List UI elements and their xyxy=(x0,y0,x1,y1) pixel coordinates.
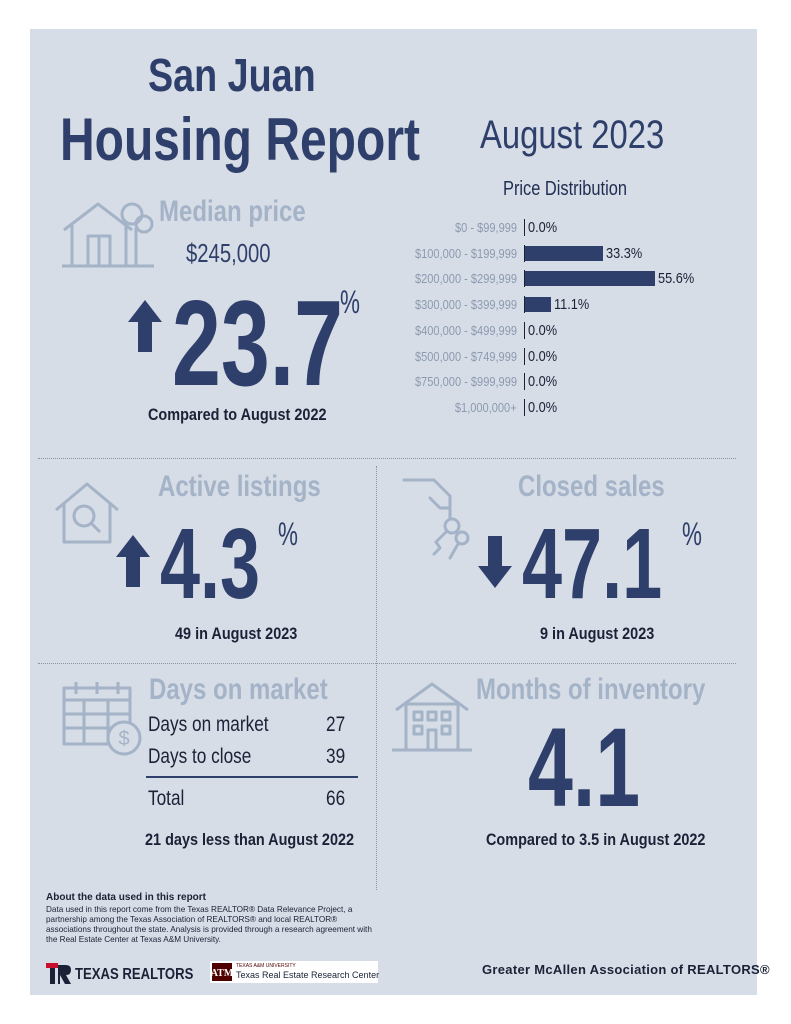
distribution-category-label: $750,000 - $999,999 xyxy=(415,374,517,390)
arrow-up-icon xyxy=(116,535,150,587)
dom-total-label: Total xyxy=(148,787,185,810)
inventory-title: Months of inventory xyxy=(476,673,706,706)
dom-row-label: Days to close xyxy=(148,745,252,768)
distribution-title: Price Distribution xyxy=(503,178,627,200)
distribution-category-label: $500,000 - $749,999 xyxy=(415,348,517,364)
svg-text:$: $ xyxy=(118,728,129,750)
tamu-name-text: Texas Real Estate Research Center xyxy=(236,970,380,980)
distribution-category-label: $200,000 - $299,999 xyxy=(415,271,517,287)
distribution-axis-tick xyxy=(524,219,525,236)
divider-top xyxy=(38,458,736,459)
closed-title: Closed sales xyxy=(518,470,665,503)
arrow-up-icon xyxy=(128,300,162,352)
distribution-category-label: $300,000 - $399,999 xyxy=(415,297,517,313)
distribution-axis-tick xyxy=(524,373,525,391)
distribution-value-label: 55.6% xyxy=(658,270,695,288)
house-search-icon xyxy=(55,482,119,544)
calendar-dollar-icon: $ xyxy=(62,682,142,756)
active-change: 4.3 xyxy=(160,508,261,620)
distribution-value-label: 0.0% xyxy=(528,321,558,339)
median-title: Median price xyxy=(159,195,306,228)
inventory-value: 4.1 xyxy=(528,705,641,830)
report-month: August 2023 xyxy=(480,113,665,157)
dom-total-value: 66 xyxy=(326,787,346,810)
apartment-building-icon xyxy=(392,682,472,752)
svg-text:ATM: ATM xyxy=(212,968,232,979)
distribution-value-label: 33.3% xyxy=(606,244,643,262)
distribution-value-label: 0.0% xyxy=(528,347,558,365)
dom-row-label: Days on market xyxy=(148,713,269,736)
distribution-bar xyxy=(525,297,551,313)
median-change: 23.7 xyxy=(172,275,343,411)
closed-pct-sign: % xyxy=(682,516,702,552)
report-title: Housing Report xyxy=(60,106,420,173)
active-pct-sign: % xyxy=(278,516,298,552)
arrow-down-icon xyxy=(478,536,512,588)
about-text: Data used in this report come from the T… xyxy=(46,905,372,944)
dom-title: Days on market xyxy=(149,673,328,706)
distribution-category-label: $0 - $99,999 xyxy=(454,220,517,235)
city-title: San Juan xyxy=(148,49,316,101)
distribution-axis-tick xyxy=(524,270,525,288)
distribution-axis-tick xyxy=(524,347,525,365)
median-pct-sign: % xyxy=(340,284,360,320)
divider-middle xyxy=(38,663,736,664)
distribution-bar xyxy=(525,245,603,261)
association-name: Greater McAllen Association of REALTORS® xyxy=(482,962,770,977)
median-price: $245,000 xyxy=(186,238,271,268)
closed-change: 47.1 xyxy=(522,508,663,620)
median-caption: Compared to August 2022 xyxy=(148,405,327,424)
total-rule xyxy=(146,776,358,778)
active-title: Active listings xyxy=(158,470,321,503)
distribution-value-label: 0.0% xyxy=(528,373,558,391)
house-icon xyxy=(62,202,154,268)
distribution-category-label: $400,000 - $499,999 xyxy=(415,322,517,338)
distribution-bar xyxy=(525,271,655,287)
closed-caption: 9 in August 2023 xyxy=(540,624,655,643)
distribution-value-label: 0.0% xyxy=(528,219,558,236)
distribution-axis-tick xyxy=(524,321,525,339)
distribution-axis-tick xyxy=(524,296,525,314)
divider-vertical xyxy=(376,466,377,890)
distribution-axis-tick xyxy=(524,244,525,262)
active-caption: 49 in August 2023 xyxy=(175,624,298,643)
distribution-axis-tick xyxy=(524,398,525,416)
dom-caption: 21 days less than August 2022 xyxy=(145,830,355,849)
about-title: About the data used in this report xyxy=(46,892,207,903)
report-panel xyxy=(30,29,757,995)
dom-row-value: 27 xyxy=(326,713,346,736)
texas-realtors-logo-text: TEXAS REALTORS xyxy=(75,966,194,983)
tamu-logo-box xyxy=(210,961,378,983)
distribution-category-label: $1,000,000+ xyxy=(455,399,517,415)
distribution-value-label: 11.1% xyxy=(554,296,590,314)
tamu-small-text: TEXAS A&M UNIVERSITY xyxy=(236,963,296,969)
distribution-category-label: $100,000 - $199,999 xyxy=(415,245,517,261)
tamu-logo-icon: ATM xyxy=(212,963,232,981)
hand-keys-icon xyxy=(402,478,470,560)
distribution-value-label: 0.0% xyxy=(528,398,558,416)
texas-realtors-logo-icon xyxy=(46,963,71,984)
inventory-caption: Compared to 3.5 in August 2022 xyxy=(486,830,706,849)
dom-row-value: 39 xyxy=(326,745,346,768)
